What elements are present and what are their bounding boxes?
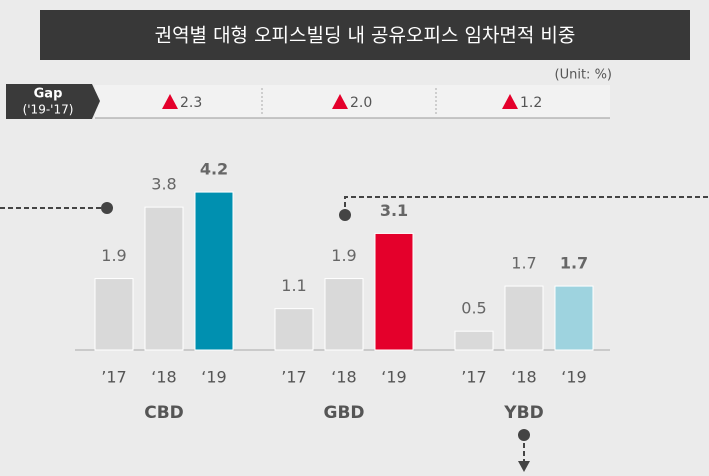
gap-row [95, 85, 610, 118]
gap-period: ('19-'17) [23, 103, 74, 117]
gap-triangle [332, 94, 348, 109]
value-label: 1.1 [281, 276, 306, 295]
x-tick-label: ‘18 [511, 368, 536, 387]
bar [94, 278, 134, 351]
connector-dot [339, 209, 351, 221]
gap-triangle [502, 94, 518, 109]
title-box [40, 10, 690, 60]
gap-value: 2.0 [350, 95, 372, 111]
connector [344, 196, 709, 215]
bar [374, 232, 414, 351]
value-label: 4.2 [200, 160, 228, 179]
connector-dot [101, 202, 113, 214]
category-label: GBD [323, 403, 364, 423]
connector-arrow [518, 461, 530, 472]
unit-label: (Unit: %) [555, 68, 612, 83]
connector-dot [518, 429, 530, 441]
value-label: 1.9 [101, 246, 126, 265]
gap-label: Gap [34, 87, 63, 102]
gap-value: 2.3 [180, 95, 202, 111]
x-tick-label: ’17 [461, 368, 486, 387]
category-label: CBD [144, 403, 184, 423]
value-label: 0.5 [461, 299, 486, 318]
x-tick-label: ’17 [101, 368, 126, 387]
gap-triangle [162, 94, 178, 109]
bar [274, 308, 314, 351]
x-tick-label: ‘19 [381, 368, 406, 387]
x-tick-label: ‘18 [151, 368, 176, 387]
bar [324, 278, 364, 351]
value-label: 1.7 [511, 254, 536, 273]
x-tick-label: ‘18 [331, 368, 356, 387]
gap-value: 1.2 [520, 95, 542, 111]
bar [454, 330, 494, 351]
bar [194, 191, 234, 351]
category-label: YBD [503, 403, 543, 423]
bar [504, 285, 544, 351]
value-label: 3.1 [380, 201, 408, 220]
chart-title: 권역별 대형 오피스빌딩 내 공유오피스 임차면적 비중 [155, 25, 576, 47]
bar [144, 206, 184, 351]
x-tick-label: ‘19 [561, 368, 586, 387]
value-label: 3.8 [151, 175, 176, 194]
value-label: 1.7 [560, 254, 588, 273]
x-tick-label: ’17 [281, 368, 306, 387]
value-label: 1.9 [331, 246, 356, 265]
bar [554, 285, 594, 351]
gap-tab [6, 84, 100, 119]
x-tick-label: ‘19 [201, 368, 226, 387]
